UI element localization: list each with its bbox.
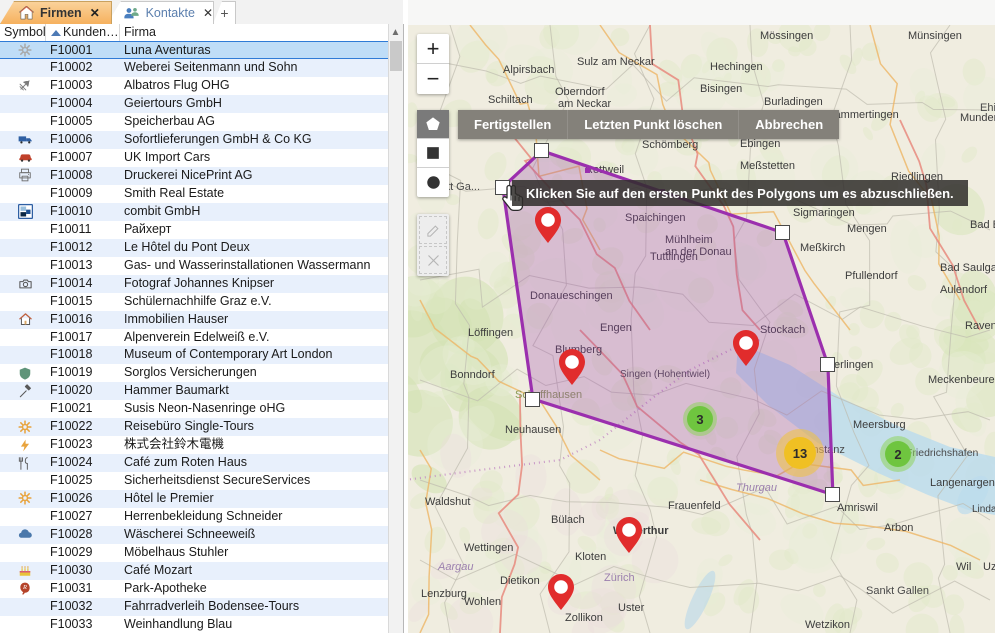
- svg-text:R: R: [22, 584, 27, 591]
